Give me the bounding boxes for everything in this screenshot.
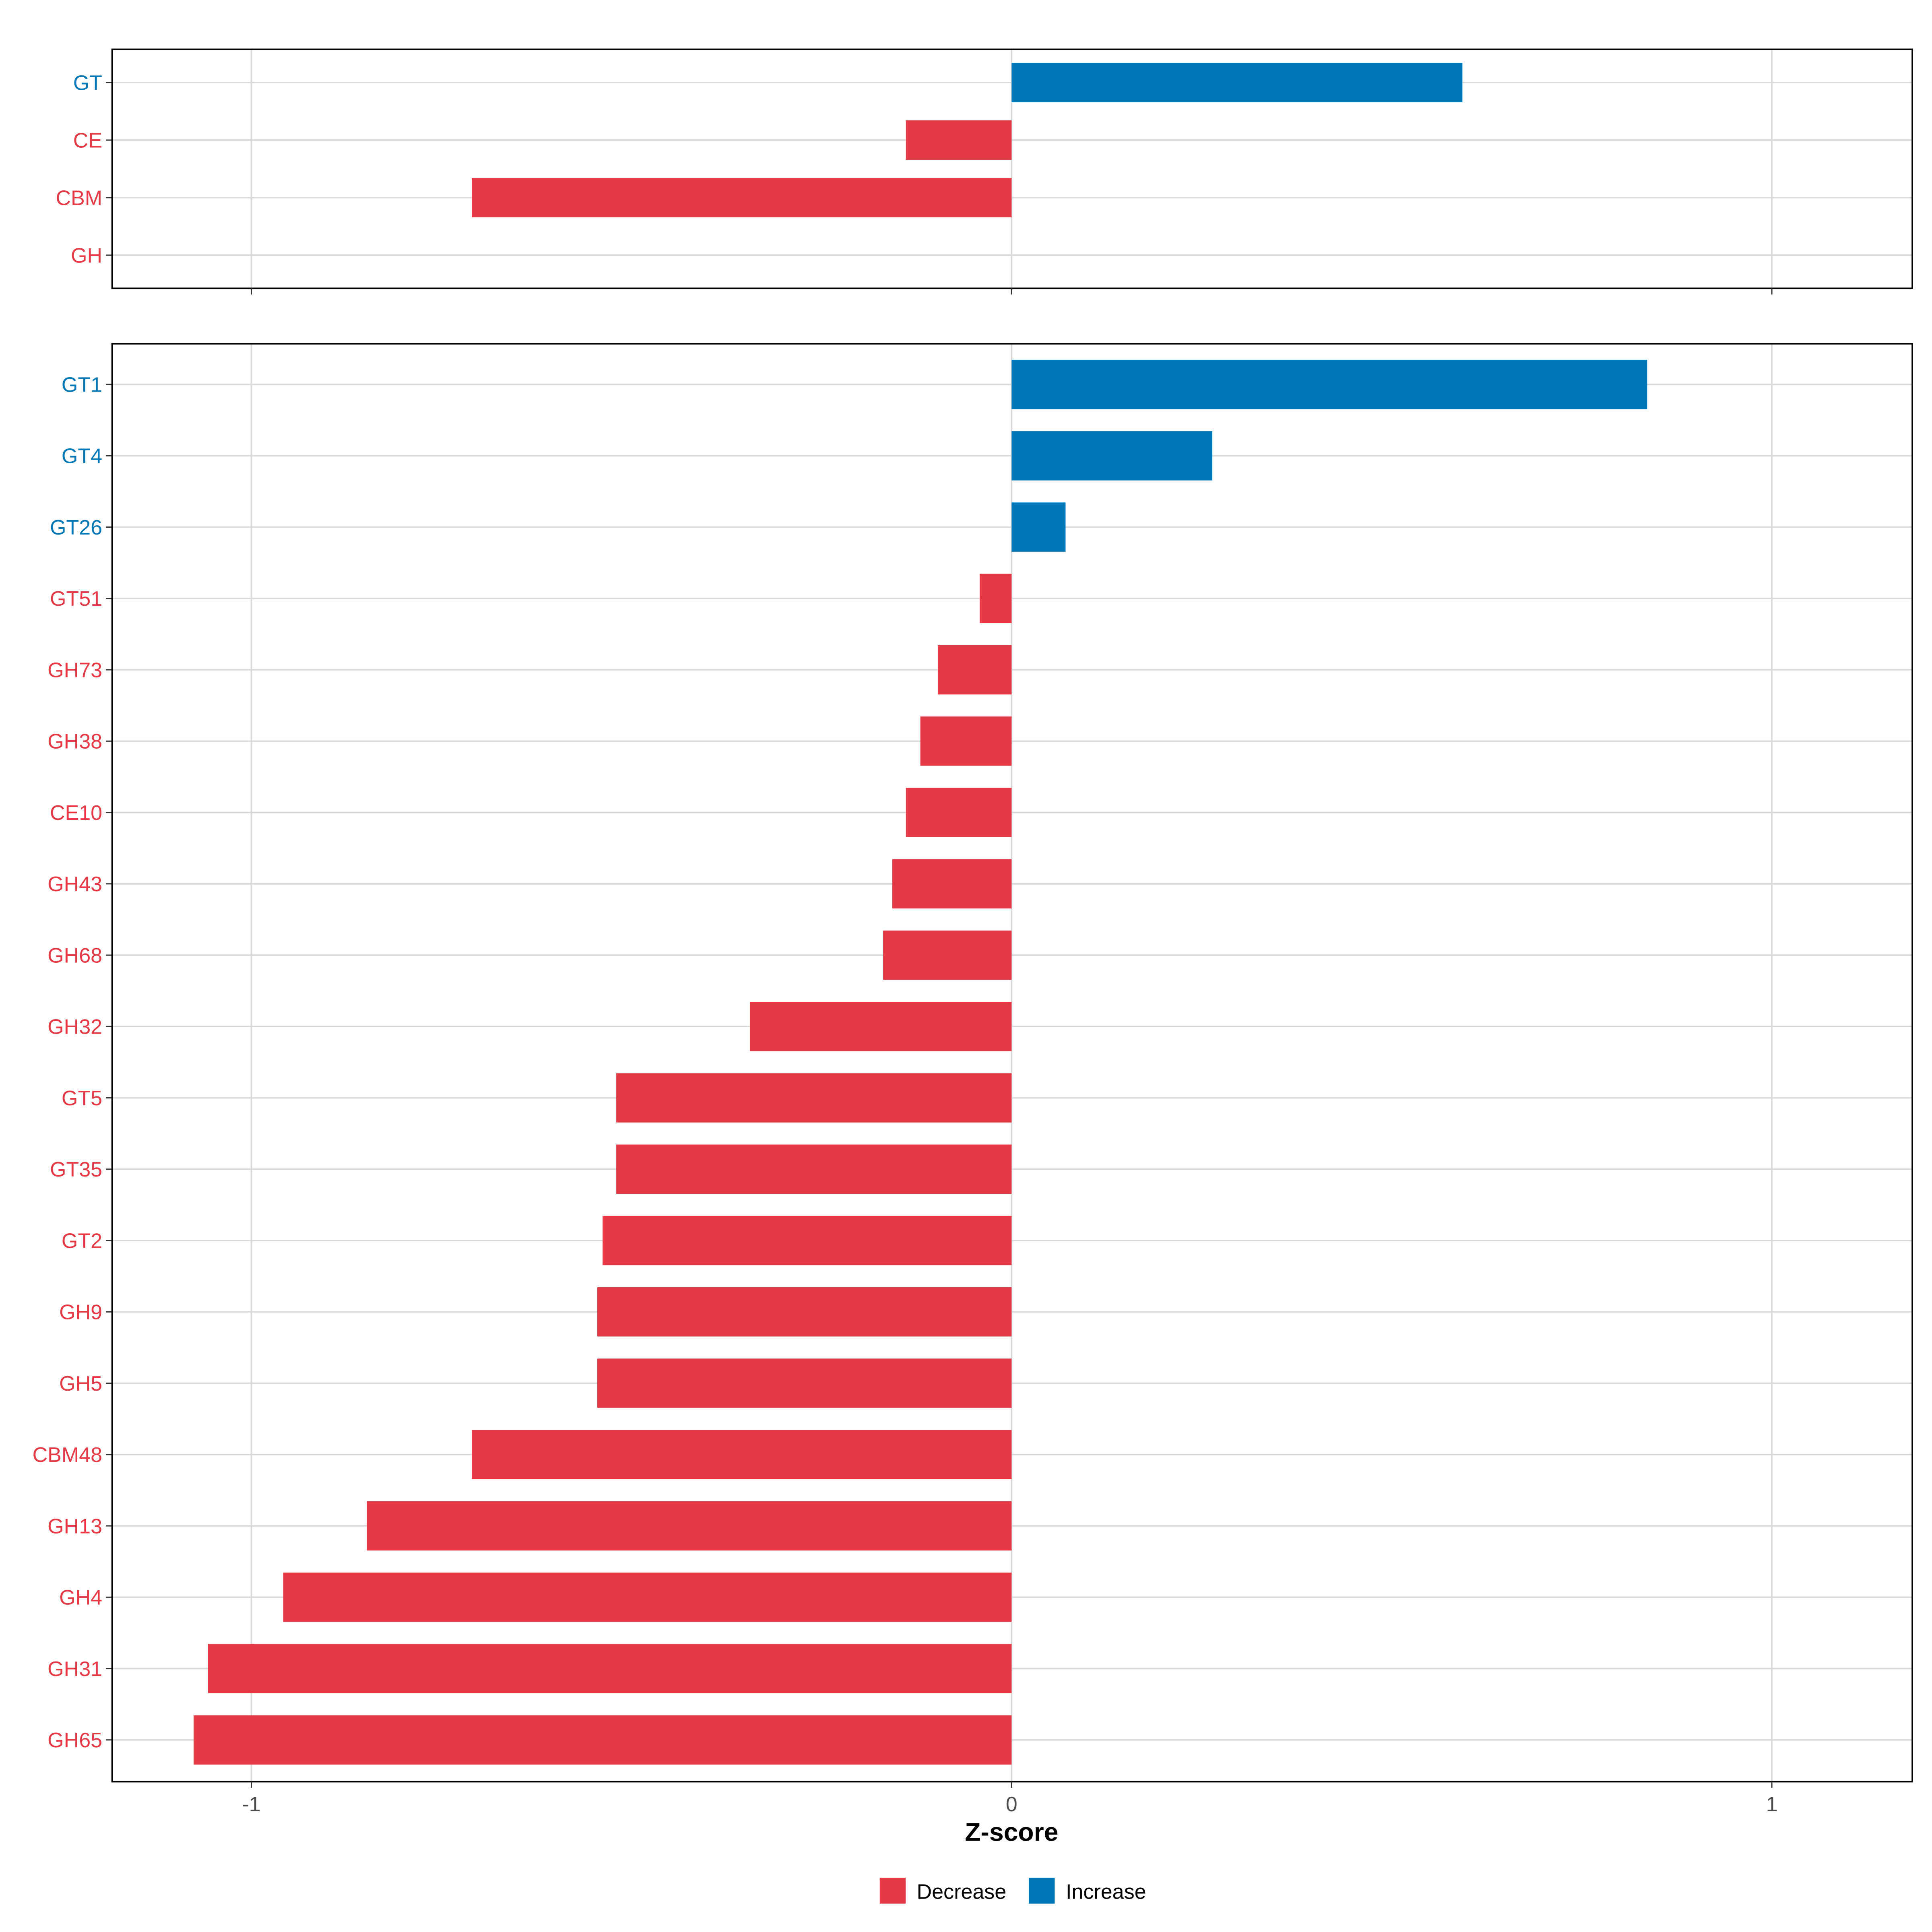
bar-gt51 (979, 574, 1012, 623)
bar-gh73 (938, 645, 1012, 695)
y-tick-label: GH43 (47, 873, 102, 896)
bar-gh38 (920, 716, 1012, 766)
bar-gt5 (616, 1073, 1012, 1123)
bar-ce10 (906, 788, 1012, 837)
bottom-panel: GT1 GT4 GT26 GT51 GH73 GH38 CE10 GH43 GH68 GH32 GT… (33, 343, 1913, 1788)
bar-gt4 (1011, 431, 1212, 481)
y-tick-label: GH32 (47, 1016, 102, 1039)
legend-label-decrease: Decrease (917, 1880, 1007, 1903)
legend-label-increase: Increase (1066, 1880, 1146, 1903)
y-tick-label: GH73 (47, 658, 102, 682)
legend: Decrease Increase (879, 1878, 1146, 1904)
y-tick-label: GH31 (47, 1657, 102, 1681)
x-tick-label: 1 (1766, 1793, 1778, 1816)
bar-gt2 (603, 1216, 1012, 1265)
bar-gh43 (892, 859, 1012, 909)
y-tick-label: GT5 (62, 1087, 102, 1110)
bar-gt26 (1011, 502, 1066, 552)
bar-gh32 (750, 1002, 1012, 1051)
legend-swatch-decrease (879, 1878, 906, 1904)
y-tick-label: CBM (56, 186, 102, 210)
bar-gh68 (883, 930, 1012, 980)
y-tick-label: GH65 (47, 1729, 102, 1752)
y-tick-label: GH9 (59, 1301, 102, 1324)
bar-cbm48 (472, 1430, 1012, 1479)
y-tick-label: CBM48 (33, 1443, 103, 1467)
x-tick-label: -1 (242, 1793, 260, 1816)
x-axis: -1 0 1 (242, 1793, 1777, 1816)
y-tick-label: GT35 (50, 1158, 102, 1181)
bar-gt (1011, 63, 1463, 103)
bar-gh5 (597, 1358, 1012, 1408)
bar-gh9 (597, 1287, 1012, 1337)
bar-gt1 (1011, 359, 1647, 409)
y-tick-label: GH68 (47, 944, 102, 967)
x-axis-title: Z-score (965, 1817, 1058, 1846)
y-tick-label: GH (71, 244, 102, 267)
top-panel: GT CE CBM GH (56, 48, 1913, 295)
y-tick-label: GH4 (59, 1586, 102, 1610)
bar-ce (906, 120, 1012, 160)
y-tick-label: GH13 (47, 1515, 102, 1538)
x-tick-label: 0 (1006, 1793, 1018, 1816)
bar-gh31 (208, 1644, 1012, 1693)
y-tick-label: GT1 (62, 373, 102, 396)
y-tick-label: GT51 (50, 587, 102, 611)
y-tick-label: GH38 (47, 730, 102, 753)
y-tick-label: CE (73, 129, 102, 152)
bar-gh13 (367, 1501, 1012, 1551)
bar-gh65 (193, 1715, 1012, 1765)
y-tick-label: GT2 (62, 1229, 102, 1253)
bar-gt35 (616, 1144, 1012, 1194)
bar-gh4 (283, 1573, 1012, 1622)
bar-cbm (472, 178, 1012, 217)
y-tick-label: CE10 (50, 801, 102, 825)
y-tick-label: GT (73, 71, 102, 95)
legend-swatch-increase (1029, 1878, 1055, 1904)
y-tick-label: GH5 (59, 1372, 102, 1395)
y-tick-label: GT4 (62, 445, 102, 468)
y-tick-label: GT26 (50, 516, 102, 539)
